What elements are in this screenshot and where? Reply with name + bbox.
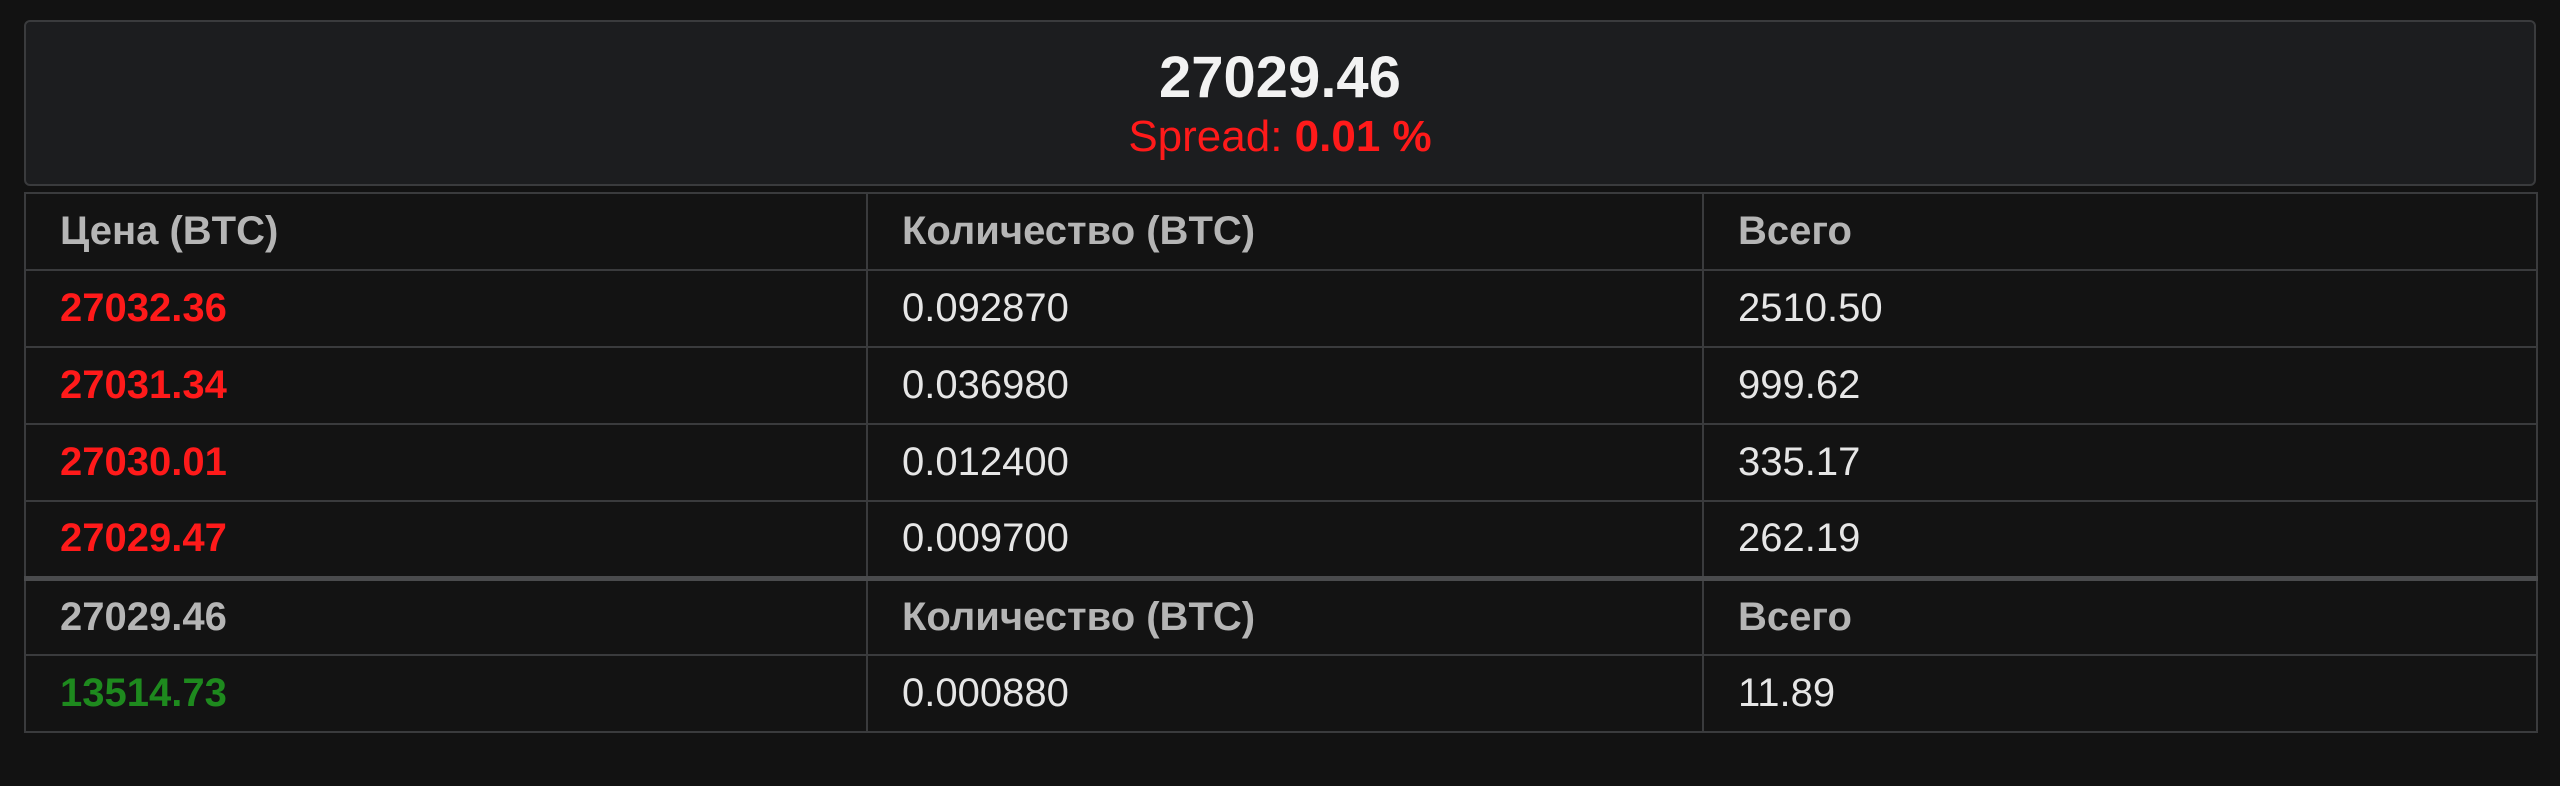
- ask-quantity: 0.009700: [866, 500, 1704, 579]
- bid-price: 13514.73: [24, 654, 868, 733]
- bid-row[interactable]: 13514.73 0.000880 11.89: [24, 654, 2538, 733]
- order-book-table: Цена (BTC) Количество (BTC) Всего 27032.…: [24, 192, 2538, 733]
- column-header-quantity: Количество (BTC): [866, 575, 1704, 656]
- ask-quantity: 0.012400: [866, 423, 1704, 502]
- ask-price: 27029.47: [24, 500, 868, 579]
- last-price: 27029.46: [1159, 45, 1401, 110]
- ask-price: 27031.34: [24, 346, 868, 425]
- ask-quantity: 0.036980: [866, 346, 1704, 425]
- order-book-header: 27029.46 Spread: 0.01 %: [24, 20, 2536, 186]
- asks-header-row: Цена (BTC) Количество (BTC) Всего: [24, 192, 2538, 271]
- column-header-total: Всего: [1702, 192, 2538, 271]
- bid-quantity: 0.000880: [866, 654, 1704, 733]
- bid-total: 11.89: [1702, 654, 2538, 733]
- ask-row[interactable]: 27032.36 0.092870 2510.50: [24, 269, 2538, 348]
- column-header-quantity: Количество (BTC): [866, 192, 1704, 271]
- spread-label: Spread:: [1128, 111, 1283, 161]
- order-book: 27029.46 Spread: 0.01 % Цена (BTC) Колич…: [24, 20, 2538, 733]
- column-header-price: Цена (BTC): [24, 192, 868, 271]
- column-header-total: Всего: [1702, 575, 2538, 656]
- ask-total: 2510.50: [1702, 269, 2538, 348]
- ask-total: 262.19: [1702, 500, 2538, 579]
- ask-price: 27030.01: [24, 423, 868, 502]
- spread-value: 0.01 %: [1294, 111, 1432, 161]
- ask-row[interactable]: 27030.01 0.012400 335.17: [24, 423, 2538, 502]
- mid-price: 27029.46: [24, 575, 868, 656]
- ask-total: 335.17: [1702, 423, 2538, 502]
- ask-row[interactable]: 27029.47 0.009700 262.19: [24, 500, 2538, 579]
- ask-row[interactable]: 27031.34 0.036980 999.62: [24, 346, 2538, 425]
- ask-quantity: 0.092870: [866, 269, 1704, 348]
- ask-price: 27032.36: [24, 269, 868, 348]
- spread-indicator: Spread: 0.01 %: [26, 111, 2534, 164]
- ask-total: 999.62: [1702, 346, 2538, 425]
- bids-header-row: 27029.46 Количество (BTC) Всего: [24, 575, 2538, 656]
